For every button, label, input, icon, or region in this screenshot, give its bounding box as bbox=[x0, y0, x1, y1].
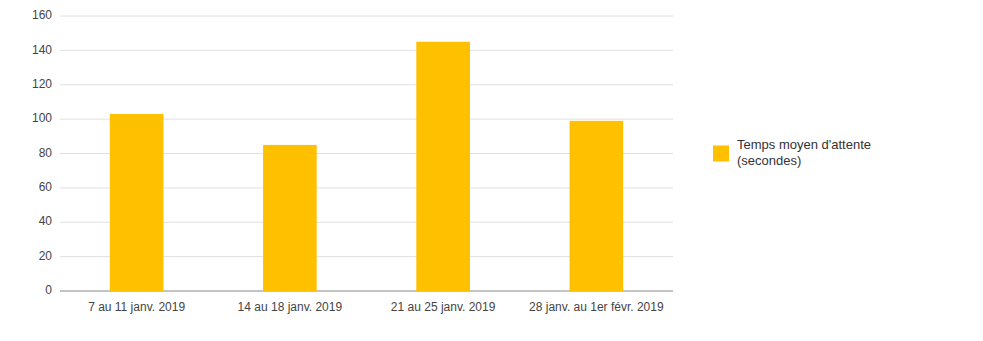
y-tick-label: 60 bbox=[39, 180, 53, 194]
legend-label: Temps moyen d'attente(secondes) bbox=[737, 137, 871, 168]
y-tick-label: 100 bbox=[32, 111, 52, 125]
grid-line bbox=[60, 16, 673, 17]
chart: 0 20 40 60 80 100 120 140 160 7 au 11 janv. 2019 1… bbox=[0, 0, 983, 341]
y-tick-label: 120 bbox=[32, 77, 52, 91]
bars bbox=[110, 42, 623, 291]
y-axis: 0 20 40 60 80 100 120 140 160 bbox=[32, 8, 673, 297]
chart-container: 0 20 40 60 80 100 120 140 160 7 au 11 janv. 2019 1… bbox=[0, 0, 983, 341]
y-tick-label: 40 bbox=[39, 214, 53, 228]
x-tick-label: 21 au 25 janv. 2019 bbox=[391, 300, 496, 314]
grid-line bbox=[60, 50, 673, 51]
legend: Temps moyen d'attente(secondes) bbox=[713, 137, 871, 168]
x-tick-label: 7 au 11 janv. 2019 bbox=[88, 300, 185, 314]
grid-line bbox=[60, 84, 673, 85]
y-tick-label: 160 bbox=[32, 8, 52, 22]
y-tick-label: 0 bbox=[45, 283, 52, 297]
x-axis: 7 au 11 janv. 2019 14 au 18 janv. 2019 21 … bbox=[88, 300, 664, 314]
y-tick-label: 20 bbox=[39, 249, 53, 263]
x-tick-label: 28 janv. au 1er févr. 2019 bbox=[529, 300, 664, 314]
bar bbox=[416, 42, 470, 291]
legend-swatch bbox=[713, 146, 729, 162]
y-tick-label: 140 bbox=[32, 43, 52, 57]
bar bbox=[110, 114, 164, 291]
legend-label-line: (secondes) bbox=[737, 153, 801, 168]
y-tick-label: 80 bbox=[39, 146, 53, 160]
legend-label-line: Temps moyen d'attente bbox=[737, 137, 871, 152]
bar bbox=[263, 145, 317, 291]
bar bbox=[570, 121, 624, 291]
x-tick-label: 14 au 18 janv. 2019 bbox=[238, 300, 343, 314]
